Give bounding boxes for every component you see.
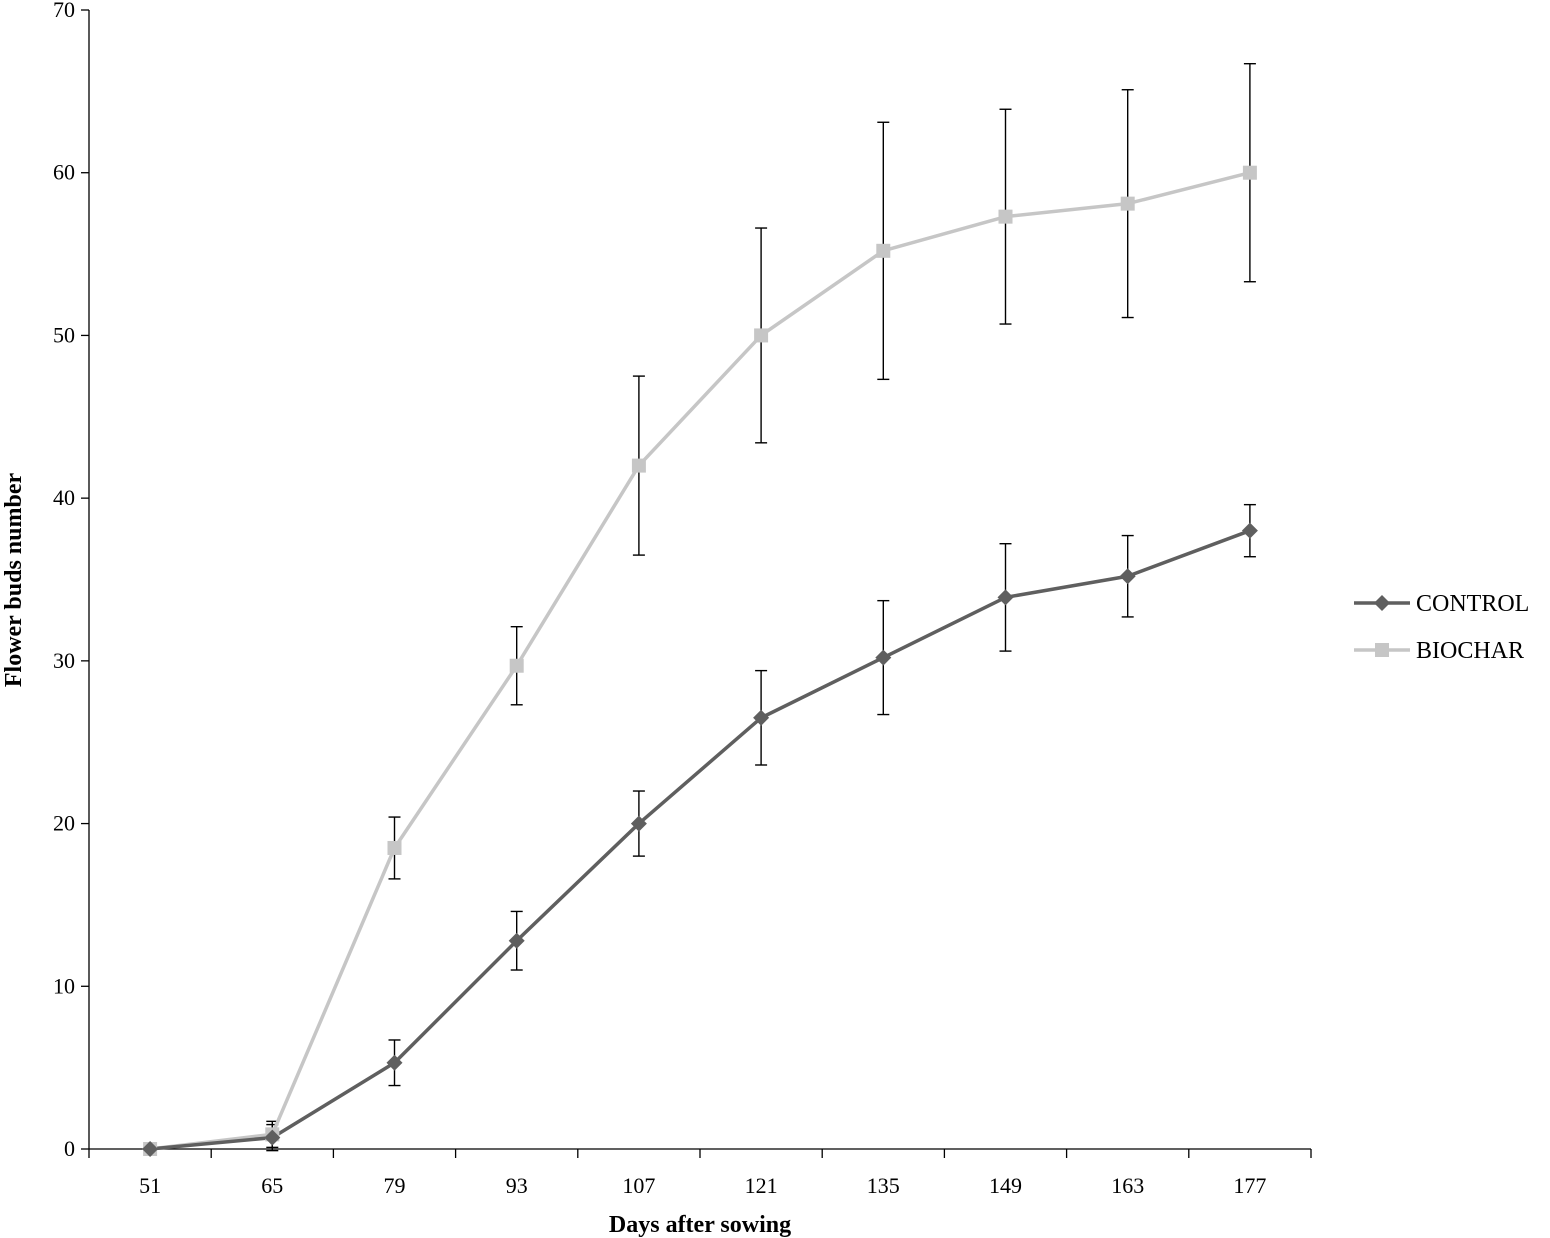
x-tick-label: 163 <box>1111 1173 1144 1198</box>
x-tick-label: 135 <box>867 1173 900 1198</box>
x-tick-label: 93 <box>506 1173 528 1198</box>
data-point-biochar <box>1120 196 1135 211</box>
legend-marker-control <box>1374 595 1390 611</box>
y-tick-label: 0 <box>64 1136 75 1161</box>
data-point-biochar <box>998 209 1013 224</box>
x-tick-label: 149 <box>989 1173 1022 1198</box>
series-line-control <box>149 529 1251 1151</box>
data-point-control <box>142 1141 159 1157</box>
error-bars <box>266 62 1256 1152</box>
x-tick-label: 121 <box>745 1173 778 1198</box>
legend-marker-biochar <box>1375 643 1389 657</box>
legend-label-control: CONTROL <box>1416 591 1529 617</box>
data-point-biochar <box>876 243 891 258</box>
legend-label-biochar: BIOCHAR <box>1416 638 1524 664</box>
x-tick-label: 65 <box>261 1173 283 1198</box>
series-lines <box>149 171 1251 1151</box>
data-point-control <box>875 649 892 666</box>
y-tick-label: 70 <box>53 0 75 22</box>
y-axis-title: Flower buds number <box>1 473 27 688</box>
x-tick-label: 79 <box>384 1173 406 1198</box>
data-point-biochar <box>1242 165 1257 180</box>
data-point-control <box>753 709 770 726</box>
y-tick-label: 50 <box>53 322 75 347</box>
legend: CONTROL BIOCHAR <box>1354 591 1529 664</box>
y-tick-label: 30 <box>53 648 75 673</box>
y-tick-label: 60 <box>53 160 75 185</box>
y-tick-label: 10 <box>53 973 75 998</box>
data-point-biochar <box>387 840 402 855</box>
x-axis-title: Days after sowing <box>609 1212 791 1238</box>
y-tick-label: 40 <box>53 485 75 510</box>
data-point-biochar <box>754 328 769 343</box>
data-point-control <box>1119 568 1136 585</box>
x-tick-label: 107 <box>622 1173 655 1198</box>
data-point-control <box>1241 522 1258 539</box>
data-point-control <box>386 1054 403 1071</box>
series-line-biochar <box>149 171 1251 1151</box>
axes: 0 10 20 30 40 50 60 70 51 65 79 93 107 121 135 149 163 17… <box>53 0 1312 1198</box>
series-markers <box>142 165 1258 1157</box>
y-tick-label: 20 <box>53 811 75 836</box>
data-point-control <box>997 589 1014 606</box>
data-point-control <box>264 1129 281 1146</box>
data-point-control <box>508 932 525 949</box>
x-tick-label: 51 <box>139 1173 161 1198</box>
data-point-biochar <box>509 658 524 673</box>
x-tick-label: 177 <box>1233 1173 1266 1198</box>
data-point-biochar <box>631 458 646 473</box>
data-point-control <box>630 815 647 832</box>
